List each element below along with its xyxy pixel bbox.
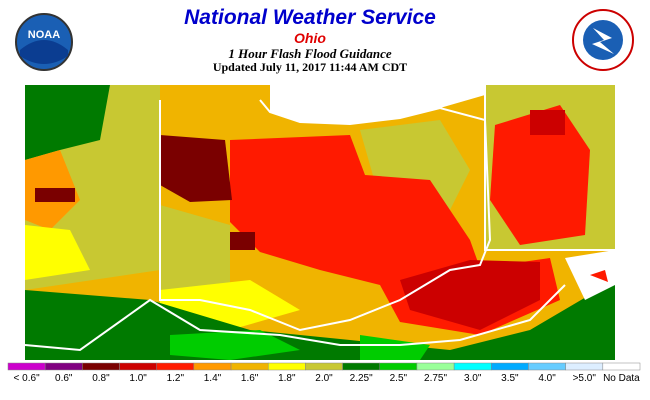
state-border — [484, 85, 615, 251]
legend-swatch — [565, 362, 604, 371]
noaa-logo-text: NOAA — [28, 29, 60, 41]
state-border — [24, 284, 566, 352]
region — [160, 205, 230, 300]
region — [400, 260, 540, 330]
lake-erie — [270, 85, 485, 124]
state-name: Ohio — [294, 30, 326, 46]
legend-label: 2.5" — [390, 373, 408, 384]
title: National Weather Service — [184, 6, 436, 29]
region — [170, 330, 300, 360]
legend-swatch — [193, 362, 232, 371]
legend-swatch — [416, 362, 455, 371]
region — [530, 110, 565, 135]
region — [25, 225, 90, 280]
ohio-border — [159, 99, 492, 332]
legend-swatch — [379, 362, 418, 371]
legend-swatch — [44, 362, 83, 371]
legend-swatch — [7, 362, 46, 371]
region — [160, 135, 232, 202]
legend: < 0.6" 0.6" 0.8" 1.0" 1.2" 1.4" 1.6" 1.8" 2.0" 2.… — [7, 362, 641, 384]
legend-label: No Data — [603, 373, 640, 384]
map — [24, 85, 615, 360]
product-name: 1 Hour Flash Flood Guidance — [228, 46, 391, 61]
legend-label: 2.75" — [424, 373, 447, 384]
legend-label: 2.25" — [350, 373, 373, 384]
updated-time: Updated July 11, 2017 11:44 AM CDT — [213, 60, 407, 74]
legend-label: 1.6" — [241, 373, 259, 384]
region — [590, 270, 608, 282]
noaa-logo-wave — [20, 40, 68, 64]
legend-swatch — [267, 362, 306, 371]
legend-swatch — [305, 362, 343, 371]
legend-swatch — [119, 362, 157, 371]
legend-swatch — [82, 362, 120, 371]
region — [360, 335, 430, 360]
region — [25, 85, 110, 160]
legend-label: 1.8" — [278, 373, 296, 384]
legend-swatch — [156, 362, 195, 371]
legend-swatch — [528, 362, 566, 371]
header: NOAA National Weather Service Ohio 1 Hou… — [15, 6, 634, 74]
legend-swatch — [491, 362, 529, 371]
legend-label: < 0.6" — [14, 373, 41, 384]
nws-logo-inner — [583, 20, 623, 60]
legend-label: 0.6" — [55, 373, 73, 384]
legend-label: 3.5" — [501, 373, 519, 384]
region — [35, 188, 75, 202]
legend-label: 1.4" — [204, 373, 222, 384]
legend-label: 3.0" — [464, 373, 482, 384]
legend-swatch — [602, 362, 641, 371]
legend-label: 1.2" — [167, 373, 185, 384]
legend-label: 1.0" — [129, 373, 147, 384]
legend-label: 0.8" — [92, 373, 110, 384]
region — [490, 105, 590, 245]
legend-swatch — [342, 362, 381, 371]
legend-swatch — [453, 362, 492, 371]
legend-label: >5.0" — [573, 373, 597, 384]
legend-label: 2.0" — [315, 373, 333, 384]
nws-logo-bolt — [592, 28, 614, 54]
legend-label: 4.0" — [538, 373, 556, 384]
legend-swatch — [230, 362, 269, 371]
